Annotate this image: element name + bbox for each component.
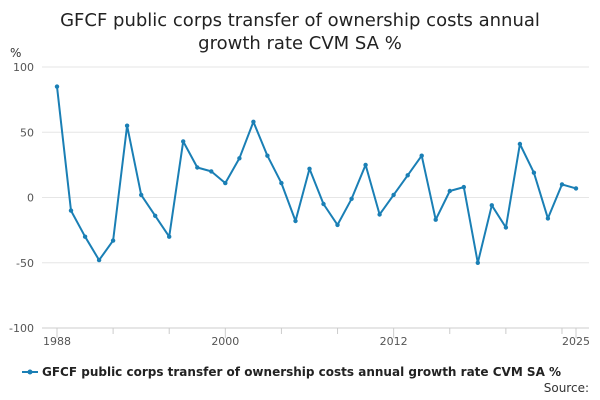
data-point-2022 (531, 170, 537, 175)
data-point-2002 (251, 119, 256, 125)
series-line (56, 86, 577, 264)
data-point-1988 (54, 84, 60, 89)
y-tick-label-100: 100 (13, 61, 34, 74)
data-point-2020 (503, 225, 509, 230)
chart-title-line-1: GFCF public corps transfer of ownership … (60, 10, 540, 31)
data-point-2019 (489, 203, 494, 208)
data-point-1996 (167, 234, 172, 239)
y-tick-label-0: 0 (27, 192, 34, 205)
data-point-1992 (110, 238, 116, 243)
series-layer (54, 84, 579, 265)
data-point-2004 (279, 180, 284, 186)
data-point-1991 (96, 257, 102, 263)
data-point-2009 (349, 196, 354, 201)
data-point-2025 (573, 186, 579, 191)
gridlines (42, 66, 589, 329)
data-point-2014 (419, 153, 424, 158)
y-tick-label--100: -100 (9, 322, 34, 335)
y-tick-labels: -100 -50 0 50 100 (9, 61, 34, 335)
data-point-2021 (517, 141, 523, 147)
x-axis: 1988 2000 2012 2025 (42, 327, 590, 348)
data-point-1999 (209, 169, 214, 174)
data-point-1990 (82, 234, 88, 239)
data-point-1997 (181, 139, 186, 144)
data-point-1993 (124, 123, 130, 128)
data-point-2010 (363, 162, 368, 168)
data-point-2005 (293, 218, 298, 224)
data-point-1989 (68, 208, 74, 213)
data-point-2003 (265, 153, 270, 158)
data-point-2024 (559, 182, 565, 187)
data-point-2006 (307, 166, 312, 171)
data-point-2018 (475, 260, 480, 265)
source-label: Source: (544, 381, 589, 395)
data-point-2016 (447, 188, 452, 194)
data-point-2012 (391, 192, 396, 198)
y-axis-unit-label: % (10, 46, 21, 60)
x-tick-label-1988: 1988 (43, 335, 71, 348)
chart-title-line-2: growth rate CVM SA % (198, 33, 402, 54)
data-point-2008 (335, 222, 340, 228)
data-point-2023 (545, 216, 551, 221)
data-point-2007 (321, 201, 326, 207)
data-point-2015 (433, 217, 438, 222)
x-tick-label-2012: 2012 (380, 335, 408, 348)
data-point-2013 (405, 173, 410, 178)
legend-label: GFCF public corps transfer of ownership … (42, 365, 561, 379)
data-point-2017 (461, 184, 466, 190)
data-point-1998 (195, 165, 200, 170)
data-point-2000 (223, 180, 228, 186)
x-tick-label-2025: 2025 (562, 335, 590, 348)
legend-swatch-marker (27, 369, 33, 375)
data-point-2011 (377, 212, 382, 217)
y-tick-label-50: 50 (20, 126, 34, 139)
data-point-1995 (153, 213, 158, 218)
data-point-1994 (139, 192, 144, 198)
data-point-2001 (237, 156, 242, 161)
legend: GFCF public corps transfer of ownership … (22, 365, 561, 379)
y-tick-label--50: -50 (16, 257, 34, 270)
x-tick-label-2000: 2000 (211, 335, 239, 348)
